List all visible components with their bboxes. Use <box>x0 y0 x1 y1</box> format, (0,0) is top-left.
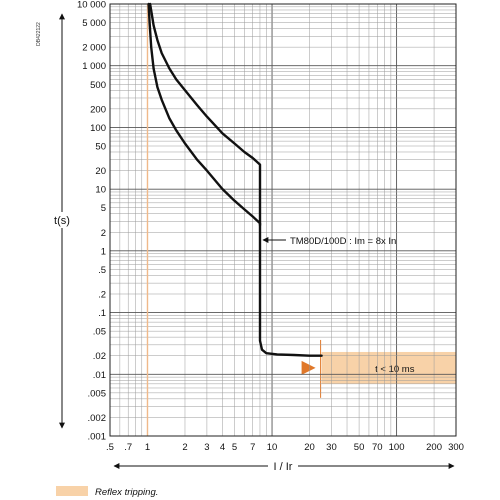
x-tick-label: 30 <box>326 442 337 453</box>
grid <box>110 4 456 436</box>
x-tick-label: 1 <box>145 442 150 453</box>
y-axis-title: t(s) <box>54 215 70 227</box>
reflex-arrow-icon <box>301 360 316 375</box>
y-tick-label: .001 <box>88 432 107 443</box>
y-tick-label: .002 <box>88 413 107 424</box>
y-tick-label: .05 <box>93 327 106 338</box>
x-tick-labels: .5 .7 1 2 3 4 5 7 10 20 30 50 70 100 200 300 <box>106 442 464 453</box>
y-tick-label: .2 <box>98 289 106 300</box>
x-tick-label: 7 <box>250 442 255 453</box>
y-tick-label: 500 <box>90 80 106 91</box>
y-tick-label: 50 <box>95 142 106 153</box>
y-tick-label: 1 000 <box>82 61 106 72</box>
x-tick-label: 70 <box>372 442 383 453</box>
x-axis-title: I / Ir <box>274 461 293 473</box>
x-tick-label: 20 <box>304 442 315 453</box>
y-tick-label: 2 <box>101 228 106 239</box>
x-tick-label: 100 <box>389 442 405 453</box>
legend-label-reflex: Reflex tripping. <box>95 487 158 498</box>
x-tick-label: 50 <box>354 442 365 453</box>
figure-reference: DB422122 <box>36 22 42 46</box>
y-tick-label: 10 000 <box>77 0 106 11</box>
plot-frame <box>109 3 457 437</box>
reflex-band-label: t < 10 ms <box>375 364 415 375</box>
y-tick-label: .02 <box>93 351 106 362</box>
y-tick-label: .5 <box>98 265 106 276</box>
x-tick-label: .7 <box>124 442 132 453</box>
curve-lower <box>147 2 323 357</box>
y-tick-label: .005 <box>88 388 107 399</box>
y-tick-label: .1 <box>98 308 106 319</box>
curves <box>147 2 323 357</box>
y-tick-labels: 10 000 5 000 2 000 1 000 500 200 100 50 20 10 5 2 1.… <box>77 0 106 443</box>
legend-swatch-reflex <box>56 486 88 496</box>
annotation-label: TM80D/100D : Im = 8x In <box>290 236 396 247</box>
x-tick-label: 200 <box>426 442 442 453</box>
y-tick-label: 5 <box>101 203 106 214</box>
x-tick-label: 3 <box>204 442 209 453</box>
y-tick-label: .01 <box>93 370 106 381</box>
x-tick-label: 4 <box>220 442 225 453</box>
y-tick-label: 5 000 <box>82 18 106 29</box>
x-axis-title-bg <box>268 458 298 474</box>
x-tick-label: 2 <box>182 442 187 453</box>
y-tick-label: 10 <box>95 185 106 196</box>
y-tick-label: 200 <box>90 104 106 115</box>
x-tick-label: .5 <box>106 442 114 453</box>
reflex-tripping-band <box>321 351 456 384</box>
y-tick-label: 100 <box>90 123 106 134</box>
y-tick-label: 1 <box>101 246 106 257</box>
x-tick-label: 5 <box>232 442 237 453</box>
y-axis-title-bg <box>52 212 72 228</box>
y-tick-label: 2 000 <box>82 43 106 54</box>
x-tick-label: 300 <box>448 442 464 453</box>
x-tick-label: 10 <box>267 442 278 453</box>
curve-upper <box>148 2 262 227</box>
y-tick-label: 20 <box>95 166 106 177</box>
